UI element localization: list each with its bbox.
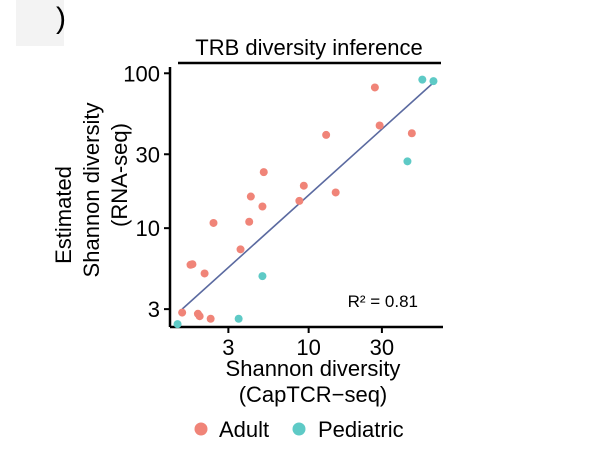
legend-label-adult: Adult [219,417,269,442]
x-tick-label: 3 [222,335,234,360]
panel-label: ) [56,2,66,35]
y-axis-label-line-3: (RNA-seq) [107,123,132,227]
y-tick-label: 3 [148,297,160,322]
data-point-adult [236,245,245,254]
data-point-adult [206,314,215,323]
data-point-pediatric [403,157,412,166]
data-point-adult [245,217,254,226]
y-axis-label-line-1: Estimated [51,166,76,264]
legend-marker-pediatric [292,422,306,436]
panel-label-box [16,0,64,46]
data-point-pediatric [173,320,182,329]
data-point-adult [195,312,204,321]
data-point-pediatric [429,77,438,86]
data-point-adult [259,168,268,177]
data-point-adult [331,188,340,197]
data-points [173,75,438,329]
data-point-adult [322,130,331,139]
fit-line [181,82,434,310]
legend-label-pediatric: Pediatric [318,417,404,442]
legend: Adult Pediatric [194,417,404,442]
data-point-adult [375,121,384,130]
x-axis-label-line-2: (CapTCR−seq) [239,382,388,407]
data-point-adult [246,192,255,201]
chart-title: TRB diversity inference [195,35,422,60]
data-point-adult [178,308,187,317]
data-point-pediatric [234,314,243,323]
data-point-adult [200,269,209,278]
data-point-pediatric [258,272,267,281]
data-point-adult [209,218,218,227]
y-axis-label-line-2: Shannon diversity [79,103,104,278]
axes [168,67,443,329]
data-point-pediatric [418,75,427,84]
x-tick-label: 30 [370,335,394,360]
data-point-adult [295,196,304,205]
x-axis-label-line-1: Shannon diversity [226,356,401,381]
y-tick-label: 10 [136,216,160,241]
data-point-adult [258,202,267,211]
data-point-adult [370,83,379,92]
fit-line-group [181,82,434,310]
data-point-adult [188,260,197,269]
r-squared-annotation: R² = 0.81 [348,292,418,311]
y-tick-label: 100 [123,61,160,86]
data-point-adult [299,181,308,190]
axis-ticks: 3 10 30 3 10 30 100 [123,61,394,360]
x-tick-label: 10 [296,335,320,360]
y-tick-label: 30 [136,142,160,167]
data-point-adult [407,129,416,138]
legend-marker-adult [194,422,208,436]
